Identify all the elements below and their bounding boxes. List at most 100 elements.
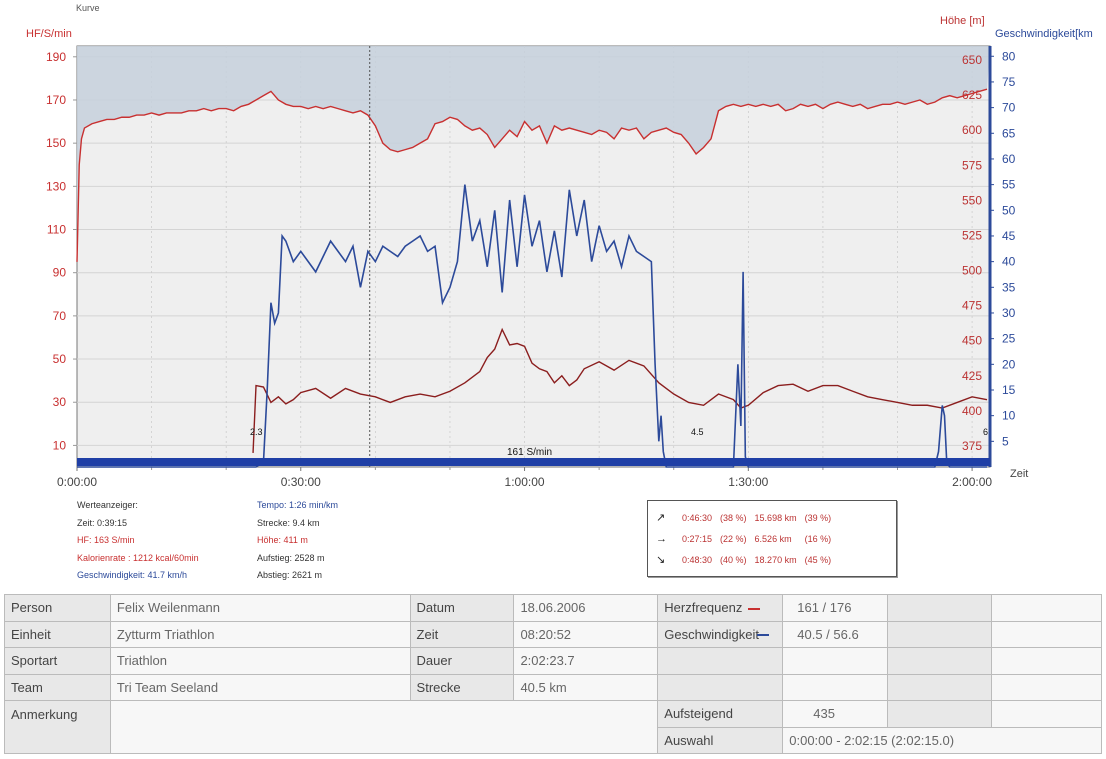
readout-title: Werteanzeiger: [77, 500, 138, 510]
selection-label: Auswahl [657, 726, 784, 754]
altitude-tick-label: 450 [962, 334, 982, 348]
empty-cell [782, 647, 889, 675]
segment-time-pct: (40 %) [720, 554, 747, 565]
segment-time-pct: (38 %) [720, 512, 747, 523]
left-tick-label: 90 [53, 266, 67, 280]
altitude-tick-label: 550 [962, 193, 982, 207]
segment-time: 0:48:30 [682, 554, 713, 565]
slope-summary-box: ↗ 0:46:30 (38 %) 15.698 km (39 %) → 0:27… [647, 500, 897, 577]
workout-chart[interactable]: Kurve HF/S/min Höhe [m] Geschwindigkeit[… [0, 0, 1106, 500]
left-tick-label: 10 [53, 438, 67, 452]
empty-cell [887, 700, 993, 728]
hr-legend-swatch [748, 607, 761, 610]
readout-altitude: Höhe: 411 m [257, 535, 308, 545]
downhill-arrow-icon: ↘ [656, 554, 666, 566]
speed-tick-label: 65 [1002, 126, 1016, 140]
left-tick-label: 70 [53, 309, 67, 323]
date-value: 18.06.2006 [513, 594, 659, 622]
speed-tick-label: 75 [1002, 75, 1016, 89]
uphill-arrow-icon: ↗ [656, 512, 666, 524]
left-tick-label: 190 [46, 50, 66, 64]
x-axis-label: Zeit [1010, 468, 1028, 480]
hr-threshold-label: 161 S/min [507, 447, 552, 458]
segment-distance-pct: (45 %) [804, 554, 832, 565]
readout-ascent: Aufstieg: 2528 m [257, 552, 325, 563]
hr-threshold-fill [77, 46, 990, 262]
segment-row-downhill: ↘ 0:48:30 (40 %) 18.270 km (45 %) [652, 549, 835, 570]
altitude-tick-label: 525 [962, 228, 982, 242]
marker-6: 6 [983, 427, 988, 437]
heart-rate-line [76, 88, 988, 262]
speed-line [77, 184, 988, 468]
altitude-tick-label: 600 [962, 123, 982, 137]
speed-axis-ticks: 5 10 15 20 25 30 35 40 45 50 55 60 65 70 75 80 [990, 49, 1016, 448]
altitude-tick-label: 500 [962, 264, 982, 278]
segment-distance-pct: (39 %) [804, 512, 832, 523]
marker-4-5: 4.5 [691, 427, 704, 437]
altitude-tick-label: 375 [962, 439, 982, 453]
speed-tick-label: 55 [1002, 178, 1016, 192]
segment-distance: 6.526 km [754, 533, 792, 544]
note-value[interactable] [109, 700, 659, 754]
session-info-table: Person Felix Weilenmann Datum 18.06.2006… [4, 594, 1102, 754]
speed-tick-label: 40 [1002, 255, 1016, 269]
readout-distance: Strecke: 9.4 km [257, 517, 320, 528]
altitude-tick-label: 650 [962, 53, 982, 67]
distance-label: Strecke [409, 673, 515, 701]
x-tick-label: 2:00:00 [952, 475, 992, 489]
altitude-axis-label: Höhe [m] [940, 15, 985, 27]
value-readout-right: Tempo: 1:26 min/km Strecke: 9.4 km Höhe:… [257, 497, 338, 585]
speed-tick-label: 5 [1002, 434, 1009, 448]
empty-cell [782, 673, 889, 701]
empty-cell [991, 673, 1102, 701]
speed-label: Geschwindigkeit [657, 620, 784, 648]
altitude-tick-label: 575 [962, 158, 982, 172]
speed-legend-swatch [756, 634, 769, 637]
x-tick-label: 0:00:00 [57, 475, 97, 489]
flat-arrow-icon: → [656, 532, 667, 545]
x-axis-ticks: 0:00:00 0:30:00 1:00:00 1:30:00 2:00:00 [57, 467, 992, 489]
left-tick-label: 130 [46, 179, 66, 193]
speed-label-text: Geschwindigkeit [664, 626, 759, 642]
time-label: Zeit [409, 620, 515, 648]
segment-time-pct: (22 %) [720, 533, 747, 544]
speed-tick-label: 45 [1002, 229, 1016, 243]
left-axis-ticks: 10 30 50 70 90 110 130 150 170 190 [46, 50, 77, 452]
segment-time: 0:27:15 [682, 533, 713, 544]
speed-axis-label: Geschwindigkeit[km [995, 28, 1093, 40]
speed-tick-label: 15 [1002, 383, 1016, 397]
altitude-tick-label: 425 [962, 369, 982, 383]
readout-hr: HF: 163 S/min [77, 535, 135, 545]
speed-tick-label: 30 [1002, 306, 1016, 320]
readout-calories: Kalorienrate : 1212 kcal/60min [77, 552, 199, 563]
left-tick-label: 110 [47, 223, 66, 237]
speed-tick-label: 60 [1002, 152, 1016, 166]
left-tick-label: 150 [46, 136, 66, 150]
segment-distance: 15.698 km [754, 512, 797, 523]
person-label: Person [4, 594, 111, 622]
heart-rate-value: 161 / 176 [782, 594, 889, 622]
segment-row-flat: → 0:27:15 (22 %) 6.526 km (16 %) [652, 528, 835, 549]
selection-value: 0:00:00 - 2:02:15 (2:02:15.0) [782, 726, 1102, 754]
time-value: 08:20:52 [513, 620, 659, 648]
x-tick-label: 0:30:00 [281, 475, 321, 489]
unit-value: Zytturm Triathlon [109, 620, 411, 648]
marker-2-3: 2.3 [250, 427, 263, 437]
empty-cell [991, 647, 1102, 675]
left-tick-label: 50 [53, 352, 67, 366]
ascending-value: 435 [782, 700, 889, 728]
readout-pace: Tempo: 1:26 min/km [257, 500, 339, 510]
left-tick-label: 30 [53, 395, 67, 409]
speed-tick-label: 50 [1002, 203, 1016, 217]
x-tick-label: 1:00:00 [505, 475, 545, 489]
hr-threshold-bar [77, 458, 990, 466]
empty-cell [991, 700, 1102, 728]
person-value: Felix Weilenmann [109, 594, 411, 622]
speed-tick-label: 80 [1002, 49, 1016, 63]
speed-tick-label: 25 [1002, 332, 1016, 346]
altitude-tick-label: 475 [962, 299, 982, 313]
ascending-label: Aufsteigend [657, 700, 784, 728]
empty-cell [887, 647, 993, 675]
speed-tick-label: 70 [1002, 101, 1016, 115]
left-tick-label: 170 [46, 93, 66, 107]
